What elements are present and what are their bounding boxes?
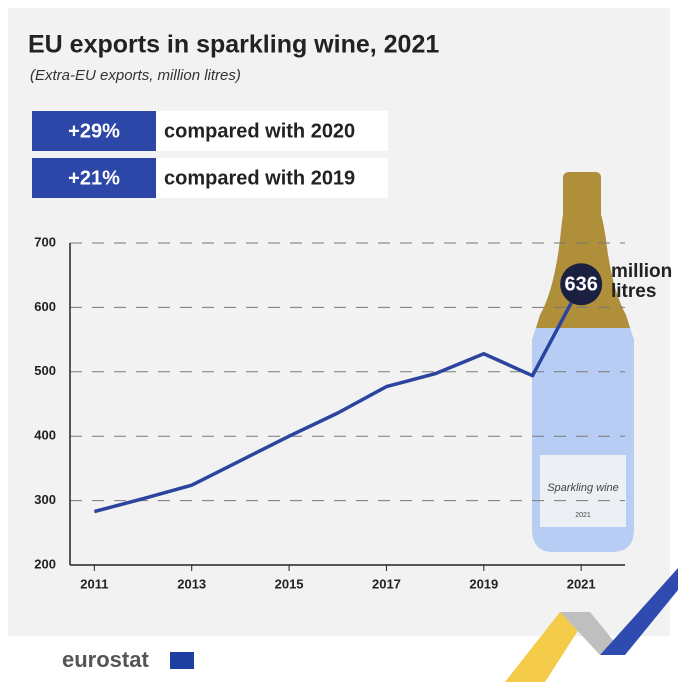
x-tick-label: 2013 bbox=[177, 576, 206, 591]
highlight-box bbox=[156, 111, 388, 151]
plot: 200 300 400 500 600 700 2011 2013 2015 2017 2019 20… bbox=[34, 234, 625, 591]
y-tick-label: 600 bbox=[34, 299, 56, 314]
annotation: million litres bbox=[611, 261, 673, 302]
value-label: 636 bbox=[564, 273, 597, 295]
bottle bbox=[532, 172, 634, 552]
highlight-value: +21% bbox=[68, 167, 120, 189]
y-tick-label: 500 bbox=[34, 363, 56, 378]
highlight-badge bbox=[32, 158, 156, 198]
bottle-label: Sparkling wine bbox=[547, 482, 619, 494]
deco-yellow bbox=[505, 612, 590, 682]
highlights: +29% compared with 2020 +21% compared with … bbox=[32, 111, 388, 198]
highlight-text: compared with 2020 bbox=[164, 120, 355, 142]
y-tick-label: 400 bbox=[34, 428, 56, 443]
bottle-year: 2021 bbox=[575, 512, 591, 519]
x-tick-label: 2017 bbox=[372, 576, 401, 591]
highlight-text: compared with 2019 bbox=[164, 167, 355, 189]
data-line bbox=[93, 283, 583, 514]
deco-blue bbox=[600, 568, 678, 655]
source-logo: eurostat bbox=[62, 647, 149, 672]
x-tick-label: 2019 bbox=[469, 576, 498, 591]
chart-subtitle: (Extra-EU exports, million litres) bbox=[30, 67, 241, 84]
end-dot bbox=[560, 263, 603, 306]
highlight-box bbox=[156, 158, 388, 198]
x-tick-label: 2015 bbox=[275, 576, 304, 591]
highlight-badge bbox=[32, 111, 156, 151]
y-tick-label: 700 bbox=[34, 234, 56, 249]
chart-title: EU exports in sparkling wine, 2021 bbox=[28, 31, 439, 59]
y-tick-label: 300 bbox=[34, 492, 56, 507]
y-tick-label: 200 bbox=[34, 556, 56, 571]
x-tick-label: 2011 bbox=[80, 576, 108, 591]
deco-gray bbox=[560, 612, 625, 655]
eu-flag bbox=[170, 652, 194, 669]
highlight-value: +29% bbox=[68, 120, 120, 142]
x-tick-label: 2021 bbox=[567, 576, 596, 591]
